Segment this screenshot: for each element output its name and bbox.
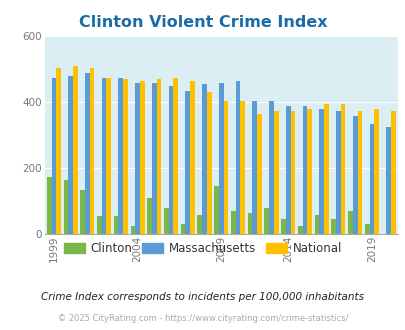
Bar <box>185 91 190 234</box>
Bar <box>364 224 369 234</box>
Bar <box>147 198 151 234</box>
Bar <box>390 111 395 234</box>
Bar <box>302 106 307 234</box>
Text: Crime Index corresponds to incidents per 100,000 inhabitants: Crime Index corresponds to incidents per… <box>41 292 364 302</box>
Bar <box>85 73 90 234</box>
Legend: Clinton, Massachusetts, National: Clinton, Massachusetts, National <box>59 237 346 260</box>
Bar <box>297 226 302 234</box>
Bar <box>168 86 173 234</box>
Bar <box>307 109 311 234</box>
Bar <box>64 180 68 234</box>
Bar <box>330 219 335 234</box>
Bar <box>47 177 51 234</box>
Bar <box>290 111 294 234</box>
Bar <box>247 213 252 234</box>
Bar <box>156 79 161 234</box>
Bar <box>252 101 256 234</box>
Bar <box>190 81 194 234</box>
Bar <box>256 114 261 234</box>
Bar <box>80 190 85 234</box>
Bar <box>223 101 228 234</box>
Bar <box>235 81 240 234</box>
Bar <box>51 78 56 234</box>
Bar <box>197 214 202 234</box>
Bar <box>102 78 106 234</box>
Bar <box>180 224 185 234</box>
Bar <box>335 111 340 234</box>
Bar <box>106 78 111 234</box>
Bar <box>269 101 273 234</box>
Bar <box>369 124 373 234</box>
Bar <box>130 226 135 234</box>
Bar <box>73 66 77 234</box>
Bar <box>273 111 278 234</box>
Bar <box>218 82 223 234</box>
Bar <box>173 78 178 234</box>
Bar <box>135 82 140 234</box>
Bar <box>314 214 319 234</box>
Bar <box>319 109 323 234</box>
Bar <box>281 219 285 234</box>
Bar <box>90 68 94 234</box>
Bar <box>56 68 61 234</box>
Bar <box>357 111 361 234</box>
Bar <box>340 104 345 234</box>
Bar <box>285 106 290 234</box>
Bar <box>68 76 73 234</box>
Bar <box>373 109 378 234</box>
Bar <box>140 81 144 234</box>
Bar <box>202 84 207 234</box>
Bar <box>264 208 269 234</box>
Bar <box>151 82 156 234</box>
Bar <box>240 101 245 234</box>
Text: Clinton Violent Crime Index: Clinton Violent Crime Index <box>79 15 326 30</box>
Bar <box>214 186 218 234</box>
Bar <box>113 216 118 234</box>
Bar <box>230 211 235 234</box>
Bar <box>164 208 168 234</box>
Bar <box>207 92 211 234</box>
Bar <box>123 79 128 234</box>
Bar <box>97 216 102 234</box>
Text: © 2025 CityRating.com - https://www.cityrating.com/crime-statistics/: © 2025 CityRating.com - https://www.city… <box>58 314 347 323</box>
Bar <box>347 211 352 234</box>
Bar <box>323 104 328 234</box>
Bar <box>118 78 123 234</box>
Bar <box>386 127 390 234</box>
Bar <box>352 115 357 234</box>
